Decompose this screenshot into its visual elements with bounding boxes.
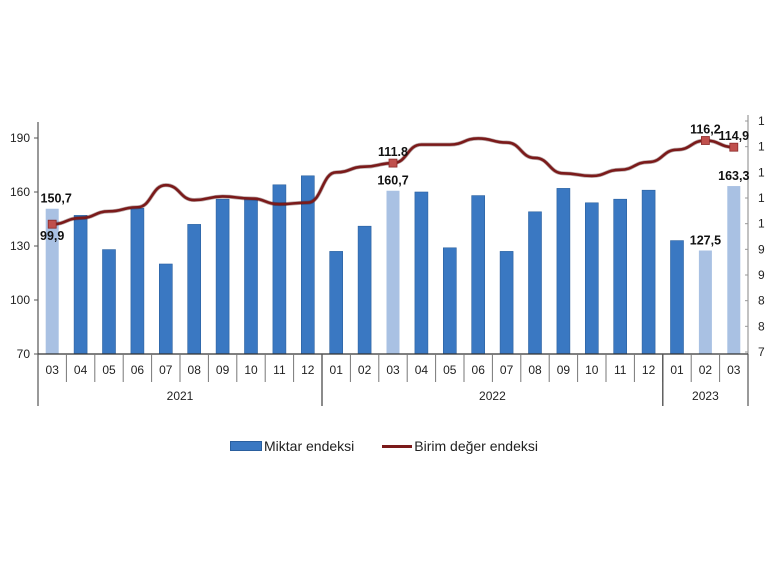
right-tick-label: 1 — [758, 165, 765, 179]
year-label: 2022 — [479, 389, 506, 403]
legend-label-birim-deger: Birim değer endeksi — [414, 438, 538, 454]
month-label: 11 — [614, 363, 627, 377]
right-tick-label: 8 — [758, 294, 765, 308]
bar — [45, 208, 59, 354]
month-label: 07 — [500, 363, 514, 377]
month-label: 02 — [358, 363, 372, 377]
year-label: 2023 — [692, 389, 719, 403]
month-label: 05 — [102, 363, 116, 377]
bar — [584, 202, 599, 355]
month-label: 02 — [699, 363, 713, 377]
bar — [698, 250, 712, 354]
month-label: 08 — [528, 363, 542, 377]
left-tick-label: 70 — [17, 347, 31, 361]
legend-item-birim-deger: Birim değer endeksi — [382, 438, 538, 454]
line-swatch-icon — [382, 444, 413, 448]
bar — [130, 207, 145, 355]
bar — [641, 189, 656, 355]
bar — [329, 251, 344, 355]
month-label: 10 — [585, 363, 599, 377]
right-tick-label: 8 — [758, 319, 765, 333]
right-tick-label: 7 — [758, 345, 765, 359]
month-label: 12 — [642, 363, 656, 377]
line-series-birim-deger — [47, 136, 739, 229]
right-tick-label: 9 — [758, 268, 765, 282]
bar — [159, 263, 173, 355]
month-label: 04 — [415, 363, 429, 377]
month-label: 04 — [74, 363, 88, 377]
month-label: 03 — [727, 363, 741, 377]
bar — [613, 198, 628, 355]
data-label: 160,7 — [377, 174, 408, 188]
left-tick-label: 100 — [10, 293, 30, 307]
data-label: 150,7 — [41, 192, 72, 206]
data-label: 111.8 — [378, 145, 408, 159]
bar-series-miktar — [45, 175, 741, 355]
bar — [215, 198, 230, 355]
month-label: 03 — [386, 363, 400, 377]
month-label: 01 — [330, 363, 344, 377]
data-label: 127,5 — [690, 234, 721, 248]
month-label: 10 — [244, 363, 258, 377]
month-label: 03 — [46, 363, 60, 377]
month-label: 05 — [443, 363, 457, 377]
line-marker — [701, 136, 710, 145]
bar — [386, 190, 400, 354]
month-label: 08 — [188, 363, 202, 377]
right-tick-label: 1 — [758, 114, 765, 128]
legend: Miktar endeksi Birim değer endeksi — [230, 438, 538, 454]
bar — [528, 211, 542, 355]
bar — [357, 225, 372, 355]
bar — [471, 195, 486, 355]
month-label: 09 — [557, 363, 571, 377]
month-label: 07 — [159, 363, 173, 377]
month-label: 09 — [216, 363, 230, 377]
right-tick-label: 9 — [758, 242, 765, 256]
legend-item-miktar: Miktar endeksi — [230, 438, 354, 454]
left-tick-label: 190 — [10, 131, 30, 145]
bar — [556, 188, 571, 355]
right-tick-label: 1 — [758, 217, 765, 231]
bar — [670, 240, 684, 355]
bar — [73, 215, 88, 355]
data-label: 163,3 — [718, 169, 749, 183]
legend-label-miktar: Miktar endeksi — [264, 438, 355, 454]
month-label: 12 — [301, 363, 315, 377]
bar — [499, 251, 514, 355]
data-label: 114,9 — [719, 129, 750, 143]
bar — [102, 249, 116, 355]
left-tick-label: 130 — [10, 239, 30, 253]
month-label: 06 — [472, 363, 486, 377]
line-marker — [47, 219, 57, 229]
month-label: 01 — [670, 363, 684, 377]
month-label: 11 — [273, 363, 286, 377]
bar — [727, 186, 741, 354]
bar — [187, 224, 201, 355]
bar — [272, 184, 287, 355]
right-tick-label: 1 — [758, 191, 765, 205]
bar — [244, 198, 258, 355]
data-label: 116,2 — [690, 123, 721, 137]
bar — [414, 191, 429, 355]
left-tick-label: 160 — [10, 185, 30, 199]
bar-swatch-icon — [230, 441, 262, 451]
month-label: 06 — [131, 363, 145, 377]
line-marker — [729, 142, 739, 152]
bar — [442, 247, 457, 355]
data-label: 99,9 — [40, 229, 64, 243]
year-label: 2021 — [167, 389, 194, 403]
line-marker — [388, 158, 398, 168]
right-tick-label: 1 — [758, 140, 765, 154]
